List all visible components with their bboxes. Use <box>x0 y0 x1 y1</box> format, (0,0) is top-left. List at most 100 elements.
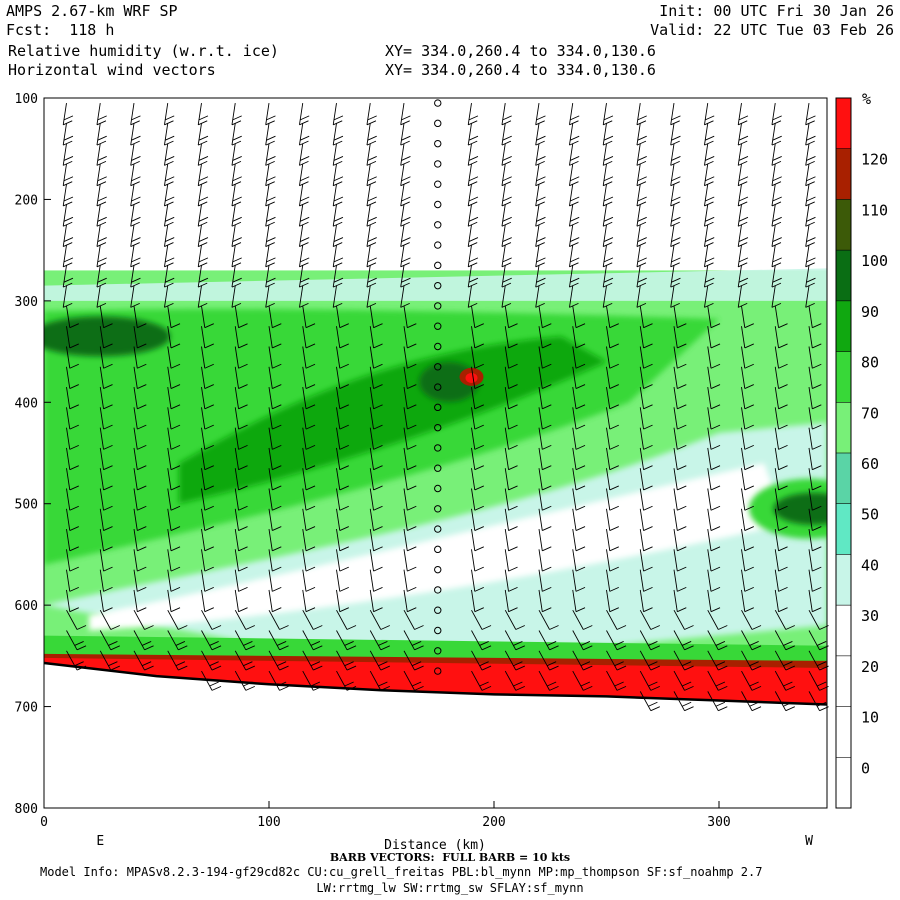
wind-barb <box>606 468 619 491</box>
wind-barb <box>66 447 79 471</box>
wind-barb-flag <box>778 323 788 329</box>
wind-barb <box>400 103 411 126</box>
wind-barb-flag <box>211 685 222 691</box>
wind-barb-flag <box>772 257 782 263</box>
wind-barb <box>774 427 788 450</box>
wind-barb-staff <box>737 245 742 267</box>
wind-barb-staff <box>336 609 348 630</box>
wind-barb-staff <box>66 346 71 369</box>
wind-barb-flag <box>542 505 552 511</box>
wind-barb <box>639 427 653 450</box>
wind-barb-flag <box>305 343 316 349</box>
wind-barb <box>704 103 715 126</box>
wind-barb-flag <box>609 404 619 410</box>
wind-barb-flag <box>570 115 580 121</box>
wind-barb-staff <box>265 285 270 308</box>
wind-barb-flag <box>812 505 822 511</box>
wind-barb-flag <box>778 566 788 572</box>
wind-barb-staff <box>707 549 712 572</box>
wind-barb-flag <box>137 384 147 389</box>
wind-barb-flag <box>165 237 175 243</box>
wind-barb-staff <box>639 670 652 691</box>
wind-barb-staff <box>332 245 337 267</box>
wind-barb-flag <box>705 176 715 182</box>
colorbar-cell <box>836 250 851 301</box>
wind-barb <box>501 224 512 247</box>
wind-barb <box>366 184 377 207</box>
wind-barb-staff <box>66 326 71 349</box>
wind-barb-flag <box>684 665 694 671</box>
wind-barb-staff <box>471 447 476 470</box>
wind-barb <box>133 529 147 552</box>
wind-barb-staff <box>606 549 611 572</box>
wind-barb-staff <box>504 529 509 551</box>
wind-barb-staff <box>704 224 709 247</box>
wind-barb-flag <box>63 262 73 268</box>
wind-barb <box>673 346 687 369</box>
wind-barb-staff <box>501 163 506 186</box>
wind-barb-staff <box>704 184 709 207</box>
wind-barb <box>606 366 619 389</box>
colorbar-cell <box>836 148 851 200</box>
wind-barb-flag <box>400 120 410 126</box>
wind-barb-flag <box>164 282 174 288</box>
wind-barb-flag <box>170 323 181 329</box>
wind-barb-flag <box>305 546 316 552</box>
wind-barb <box>265 143 276 166</box>
wind-barb-staff <box>99 326 104 349</box>
wind-barb <box>572 326 586 349</box>
wind-barb-flag <box>231 282 242 288</box>
wind-barb-flag <box>751 706 762 712</box>
wind-barb-flag <box>637 156 647 161</box>
wind-barb-flag <box>677 424 687 430</box>
wind-barb <box>366 265 377 288</box>
wind-barb <box>201 447 214 471</box>
wind-barb-staff <box>197 123 202 146</box>
wind-barb-flag <box>677 465 687 471</box>
wind-barb-staff <box>366 265 371 288</box>
wind-barb-flag <box>569 120 579 126</box>
wind-barb-staff <box>336 529 341 551</box>
wind-barb-staff <box>62 224 67 247</box>
wind-barb-flag <box>805 140 815 146</box>
wind-barb <box>467 285 478 308</box>
wind-barb-staff <box>504 508 509 531</box>
wind-barb <box>636 265 647 288</box>
wind-barb <box>369 609 390 630</box>
wind-barb-flag <box>137 424 147 430</box>
wind-barb-staff <box>268 630 280 651</box>
wind-barb-staff <box>805 285 810 308</box>
wind-barb-flag <box>772 156 782 161</box>
wind-barb <box>268 427 282 450</box>
wind-barb-flag <box>806 135 816 141</box>
wind-barb-flag <box>305 505 316 511</box>
wind-barb-flag <box>238 607 248 613</box>
wind-barb-flag <box>198 282 208 288</box>
wind-barb <box>201 569 214 592</box>
wind-barb-flag <box>710 566 721 572</box>
wind-barb-staff <box>504 549 509 572</box>
wind-barb-staff <box>302 589 307 612</box>
wind-barb-flag <box>474 526 484 531</box>
wind-barb-staff <box>400 204 405 227</box>
wind-barb <box>471 468 484 491</box>
wind-barb-staff <box>636 103 641 125</box>
wind-barb-staff <box>774 609 787 630</box>
wind-barb-flag <box>305 444 316 450</box>
wind-barb-staff <box>268 589 273 612</box>
wind-barb-flag <box>103 546 113 552</box>
wind-barb <box>99 305 113 329</box>
wind-barb-flag <box>170 566 181 572</box>
wind-barb-flag <box>407 607 417 613</box>
wind-barb-staff <box>130 163 135 186</box>
wind-barb-staff <box>771 184 776 207</box>
wind-barb <box>606 609 627 630</box>
wind-barb-flag <box>542 526 552 531</box>
wind-barb-flag <box>178 665 188 671</box>
wind-barb <box>66 589 79 613</box>
wind-barb-staff <box>299 224 304 247</box>
wind-barb-staff <box>538 589 543 612</box>
wind-barb-staff <box>167 447 172 470</box>
wind-barb-staff <box>369 670 382 691</box>
wind-barb-flag <box>305 424 316 430</box>
